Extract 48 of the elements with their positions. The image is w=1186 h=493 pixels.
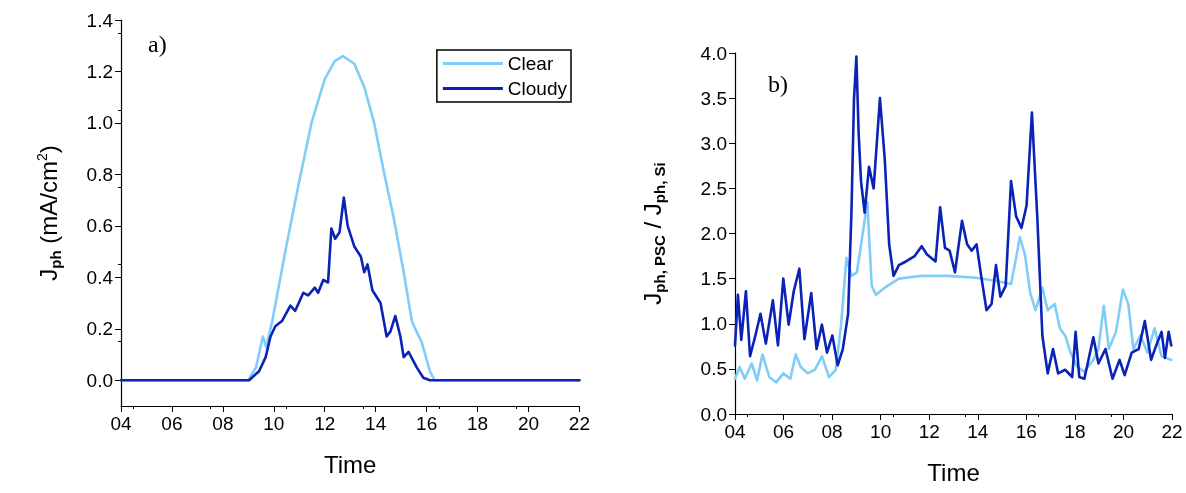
- x-tick-label: 06: [161, 413, 183, 434]
- x-axis-title: Time: [927, 458, 980, 486]
- x-tick-label: 08: [212, 413, 234, 434]
- y-tick-label: 4.0: [700, 42, 727, 64]
- y-tick-label: 1.5: [700, 268, 727, 290]
- y-tick-label: 0.8: [86, 163, 113, 185]
- x-tick-label: 12: [314, 413, 336, 434]
- annotation: a): [148, 31, 167, 57]
- y-tick-label: 3.5: [700, 87, 727, 109]
- y-tick-label: 1.2: [86, 60, 113, 82]
- x-tick-label: 08: [821, 421, 843, 442]
- y-tick-label: 0.4: [86, 266, 114, 288]
- y-tick-label: 1.0: [86, 112, 113, 134]
- y-axis-title: Jph, PSC / Jph, Si: [639, 162, 668, 305]
- x-tick-label: 20: [517, 413, 540, 434]
- x-tick-label: 10: [870, 421, 892, 442]
- y-tick-label: 0.0: [700, 403, 727, 425]
- annotation: b): [768, 71, 788, 97]
- line-series: [733, 200, 1173, 384]
- x-tick-label: 22: [568, 413, 590, 434]
- y-tick-label: 0.0: [86, 369, 113, 391]
- x-tick-label: 18: [466, 413, 489, 434]
- legend-label: Cloudy: [507, 78, 568, 99]
- x-tick-label: 18: [1064, 421, 1086, 442]
- line-series: [119, 196, 581, 382]
- y-tick-label: 2.5: [700, 177, 727, 199]
- y-tick-label: 3.0: [700, 132, 727, 154]
- y-tick-label: 0.6: [86, 215, 113, 237]
- y-tick-label: 0.2: [86, 318, 113, 340]
- x-tick-label: 04: [110, 413, 132, 434]
- x-tick-label: 12: [918, 421, 940, 442]
- x-tick-label: 04: [724, 421, 746, 442]
- x-tick-label: 20: [1112, 421, 1135, 442]
- x-tick-label: 14: [967, 421, 989, 442]
- x-tick-label: 14: [365, 413, 387, 434]
- x-tick-label: 10: [263, 413, 285, 434]
- x-axis-title: Time: [323, 450, 377, 478]
- x-tick-label: 16: [1015, 421, 1037, 442]
- legend-label: Clear: [507, 53, 554, 74]
- y-tick-label: 1.4: [86, 9, 114, 31]
- x-tick-label: 22: [1161, 421, 1183, 442]
- y-tick-label: 1.0: [700, 313, 727, 335]
- y-tick-label: 2.0: [700, 223, 727, 244]
- x-tick-label: 06: [772, 421, 795, 442]
- y-tick-label: 0.5: [700, 358, 727, 380]
- line-series: [733, 55, 1173, 381]
- x-tick-label: 16: [416, 413, 438, 434]
- y-axis-title: Jph (mA/cm2): [33, 145, 64, 281]
